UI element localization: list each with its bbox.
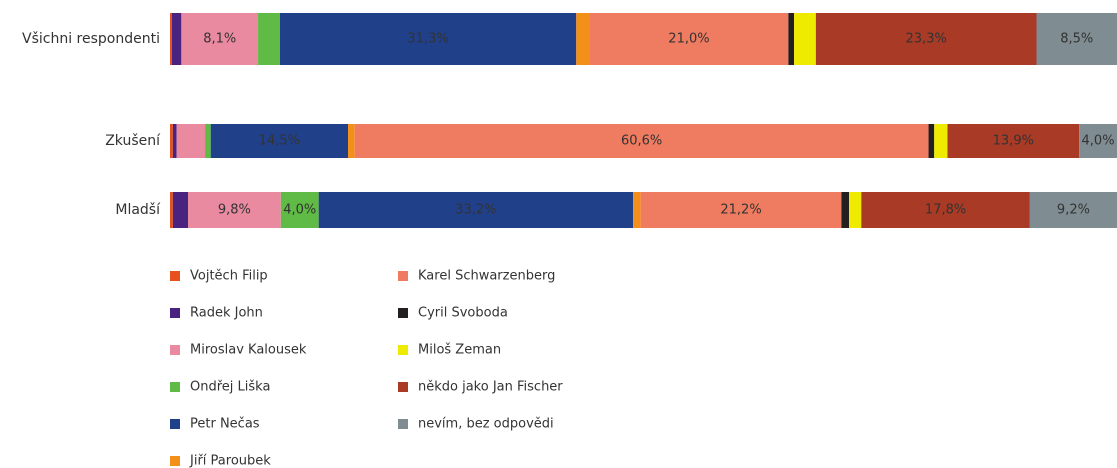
legend-swatch — [170, 456, 180, 466]
legend-label: Vojtěch Filip — [190, 269, 268, 284]
value-label: 9,8% — [218, 203, 251, 218]
bar-segment — [815, 13, 1037, 65]
legend-label: Petr Nečas — [190, 417, 260, 432]
bar-segment — [1029, 192, 1117, 228]
bar-segment — [576, 13, 590, 65]
bar-segment — [841, 192, 849, 228]
value-label: 14,5% — [259, 134, 300, 149]
bar-segment — [788, 13, 795, 65]
category-label: Všichni respondenti — [22, 31, 160, 47]
legend-label: Jiří Paroubek — [189, 454, 271, 468]
bar-segment — [947, 124, 1080, 158]
bar-segment — [354, 124, 929, 158]
bar-segment — [794, 13, 816, 65]
bar-segment — [928, 124, 935, 158]
legend-swatch — [170, 419, 180, 429]
legend-label: Miroslav Kalousek — [190, 343, 307, 358]
bar-segment — [171, 13, 182, 65]
legend-swatch — [170, 271, 180, 281]
legend-swatch — [398, 419, 408, 429]
bar-segment — [318, 192, 634, 228]
legend-swatch — [398, 308, 408, 318]
value-label: 8,5% — [1060, 32, 1093, 47]
value-label: 8,1% — [203, 32, 236, 47]
legend-label: Miloš Zeman — [418, 343, 501, 358]
bar-segment — [934, 124, 948, 158]
bar-segment — [633, 192, 641, 228]
legend-swatch — [398, 382, 408, 392]
bar-segment — [210, 124, 349, 158]
bar-segment — [176, 124, 206, 158]
legend-label: Karel Schwarzenberg — [418, 269, 555, 284]
value-label: 4,0% — [283, 203, 316, 218]
legend-label: někdo jako Jan Fischer — [418, 380, 563, 395]
legend-swatch — [170, 345, 180, 355]
bar-segment — [640, 192, 842, 228]
bar-segment — [280, 192, 319, 228]
bar-segment — [861, 192, 1030, 228]
bar-segment — [170, 13, 172, 65]
bar-segment — [172, 124, 177, 158]
value-label: 31,3% — [407, 32, 448, 47]
legend-label: Ondřej Liška — [190, 380, 270, 395]
legend-label: Cyril Svoboda — [418, 306, 508, 321]
bar-segment — [1079, 124, 1117, 158]
bar-segment — [848, 192, 862, 228]
bar-segment — [1036, 13, 1117, 65]
bar-segment — [187, 192, 281, 228]
value-label: 9,2% — [1057, 203, 1090, 218]
category-label: Mladší — [115, 202, 161, 218]
bar-segment — [170, 192, 173, 228]
category-label: Zkušení — [105, 133, 161, 149]
value-label: 4,0% — [1082, 134, 1115, 149]
bar-segment — [181, 13, 259, 65]
value-label: 60,6% — [621, 134, 662, 149]
legend-swatch — [398, 345, 408, 355]
legend-label: Radek John — [190, 306, 263, 321]
bar-segment — [205, 124, 211, 158]
value-label: 23,3% — [906, 32, 947, 47]
bar-segment — [170, 124, 173, 158]
value-label: 21,0% — [668, 32, 709, 47]
value-label: 17,8% — [925, 203, 966, 218]
bar-segment — [279, 13, 577, 65]
value-label: 13,9% — [993, 134, 1034, 149]
legend-label: nevím, bez odpovědi — [418, 417, 554, 432]
legend-swatch — [170, 308, 180, 318]
legend-swatch — [170, 382, 180, 392]
value-label: 33,2% — [455, 203, 496, 218]
value-label: 21,2% — [720, 203, 761, 218]
bar-segment — [589, 13, 789, 65]
bar-segment — [172, 192, 188, 228]
legend-swatch — [398, 271, 408, 281]
bar-segment — [258, 13, 280, 65]
bar-segment — [348, 124, 355, 158]
